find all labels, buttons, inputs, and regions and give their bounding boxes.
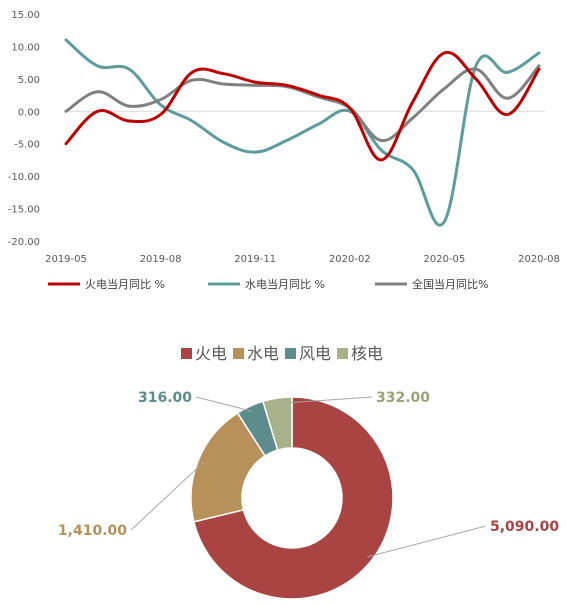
x-tick-label: 2020-05	[424, 254, 466, 265]
donut-data-label: 332.00	[376, 390, 430, 406]
leader-line	[278, 396, 373, 405]
legend-label: 火电	[195, 344, 227, 363]
donut-slice-0	[192, 396, 394, 600]
legend-swatch	[181, 348, 192, 359]
donut-slice-3	[262, 396, 293, 452]
y-tick-label: -10.00	[8, 172, 40, 183]
donut-data-label: 316.00	[138, 390, 192, 406]
y-tick-label: 10.00	[11, 42, 40, 53]
y-tick-label: 15.00	[11, 10, 40, 21]
legend-swatch	[233, 348, 244, 359]
leader-line	[195, 396, 253, 412]
leader-line	[130, 462, 204, 531]
y-tick-label: -15.00	[8, 205, 40, 216]
legend-swatch	[337, 348, 348, 359]
donut-data-label: 5,090.00	[490, 519, 559, 535]
x-tick-label: 2019-05	[45, 254, 87, 265]
x-tick-label: 2020-08	[518, 254, 560, 265]
legend-swatch	[285, 348, 296, 359]
y-tick-label: 5.00	[18, 75, 40, 86]
x-tick-label: 2019-08	[140, 254, 182, 265]
y-tick-label: 0.00	[18, 107, 40, 118]
leader-line	[366, 525, 487, 558]
donut-labels: 5,090.00 1,410.00 316.00 332.00	[58, 390, 559, 558]
y-tick-label: -20.00	[8, 237, 40, 248]
series-line-0	[64, 50, 541, 162]
donut-legend: 火电 水电 风电 核电	[181, 344, 383, 363]
legend-label: 水电当月同比 %	[245, 277, 325, 291]
y-axis-ticks: 15.00 10.00 5.00 0.00 -5.00 -10.00 -15.00 -20.0…	[8, 10, 40, 248]
x-tick-label: 2019-11	[234, 254, 276, 265]
legend-label: 全国当月同比%	[412, 277, 488, 291]
legend-label: 水电	[247, 344, 279, 363]
legend-label: 火电当月同比 %	[85, 277, 165, 291]
series-line-1	[64, 38, 541, 227]
line-legend: 火电当月同比 % 水电当月同比 % 全国当月同比%	[48, 277, 488, 291]
donut-data-label: 1,410.00	[58, 523, 127, 539]
series-lines	[64, 38, 541, 227]
donut-slices	[190, 396, 394, 600]
line-chart: 15.00 10.00 5.00 0.00 -5.00 -10.00 -15.00 -20.0…	[8, 10, 560, 291]
donut-chart: 火电 水电 风电 核电 5,090.00 1,410.00 316.00 332.00	[58, 344, 559, 600]
legend-label: 风电	[299, 344, 331, 363]
x-tick-label: 2020-02	[329, 254, 371, 265]
legend-label: 核电	[351, 344, 383, 363]
y-tick-label: -5.00	[14, 140, 40, 151]
x-axis-ticks: 2019-05 2019-08 2019-11 2020-02 2020-05 2020-…	[45, 254, 560, 265]
